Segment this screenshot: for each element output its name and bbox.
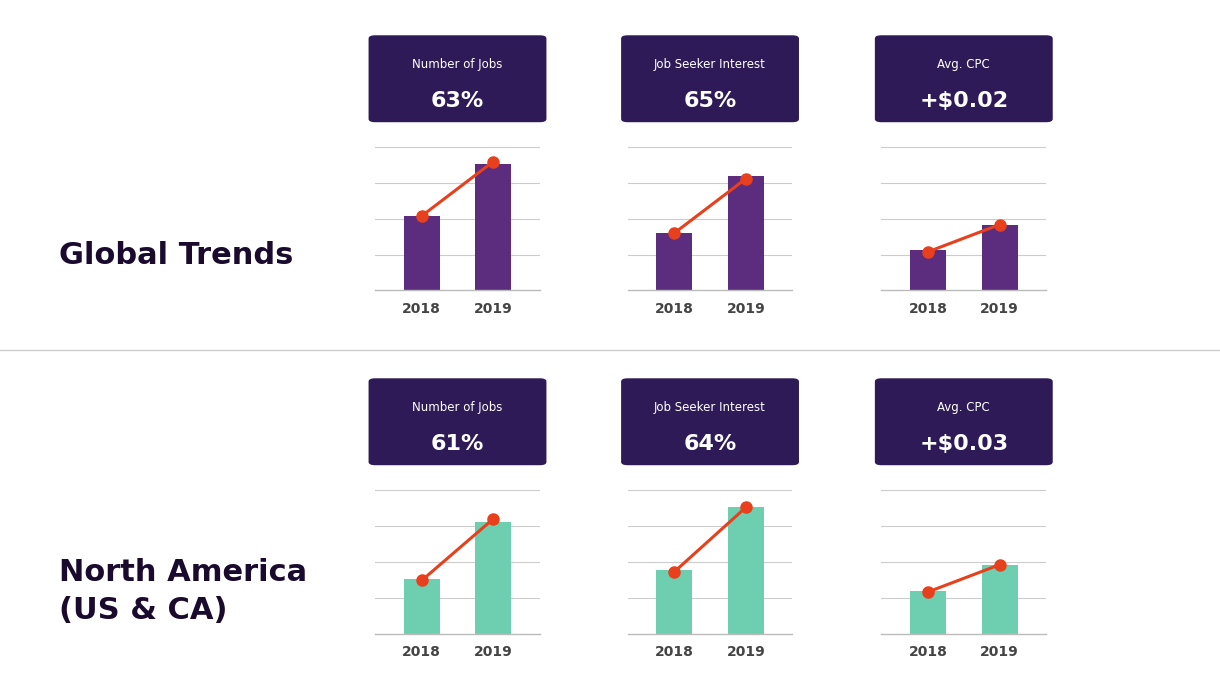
Bar [404,579,439,634]
Bar [728,508,764,634]
Text: 64%: 64% [683,434,737,454]
Bar [656,570,692,634]
Text: 61%: 61% [431,434,484,454]
FancyBboxPatch shape [875,35,1053,122]
FancyBboxPatch shape [368,35,547,122]
Bar [476,164,511,290]
FancyBboxPatch shape [621,35,799,122]
Text: Global Trends: Global Trends [59,241,293,270]
Bar [728,176,764,290]
Bar [910,251,946,290]
Bar [656,233,692,290]
Text: North America
(US & CA): North America (US & CA) [59,558,306,625]
Bar [910,591,946,634]
Text: 65%: 65% [683,91,737,111]
Text: 63%: 63% [431,91,484,111]
Text: Number of Jobs: Number of Jobs [412,58,503,71]
Text: Job Seeker Interest: Job Seeker Interest [654,401,766,414]
Text: +$0.03: +$0.03 [919,434,1009,454]
Text: Avg. CPC: Avg. CPC [937,401,991,414]
FancyBboxPatch shape [621,378,799,466]
Text: Job Seeker Interest: Job Seeker Interest [654,58,766,71]
Bar [476,522,511,634]
FancyBboxPatch shape [368,378,547,466]
Text: +$0.02: +$0.02 [919,91,1009,111]
Bar [404,216,439,290]
Bar [982,565,1017,634]
Text: Avg. CPC: Avg. CPC [937,58,991,71]
Text: Number of Jobs: Number of Jobs [412,401,503,414]
Bar [982,225,1017,290]
FancyBboxPatch shape [875,378,1053,466]
